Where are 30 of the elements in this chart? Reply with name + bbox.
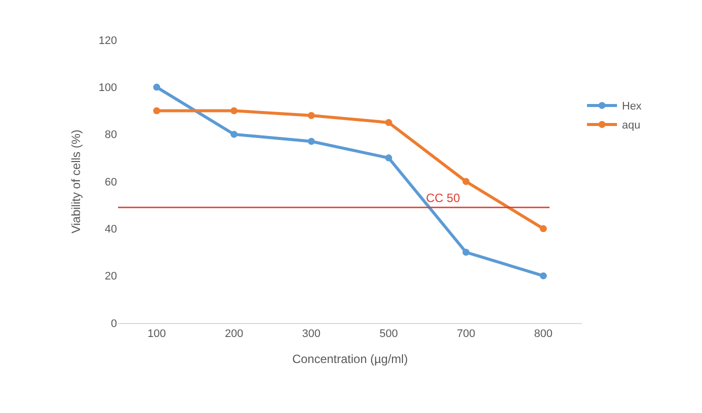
x-axis-title: Concentration (µg/ml) [292, 352, 408, 366]
legend-label: aqu [622, 120, 640, 132]
point [540, 272, 547, 280]
y-tick-label: 0 [110, 318, 117, 330]
point [153, 107, 160, 114]
point [230, 107, 238, 114]
x-tick-label: 800 [534, 328, 553, 340]
x-tick-label: 100 [147, 328, 166, 340]
x-tick-label: 300 [302, 328, 321, 340]
point [153, 84, 160, 91]
x-tick-label: 200 [224, 328, 244, 340]
point [308, 138, 315, 145]
y-tick-label: 80 [104, 129, 117, 142]
legend-label: Hex [622, 100, 642, 113]
y-tick-label: 100 [98, 82, 117, 94]
y-axis-title: Viability of cells (%) [68, 130, 83, 234]
y-tick-label: 20 [104, 270, 117, 283]
ref-line-label: CC 50 [426, 191, 460, 205]
point [385, 119, 392, 126]
point [540, 225, 547, 232]
y-tick-label: 120 [98, 34, 117, 47]
y-tick-label: 40 [104, 224, 117, 236]
point [462, 178, 470, 185]
point [230, 130, 238, 138]
x-tick-label: 700 [456, 328, 476, 340]
x-tick-label: 500 [379, 328, 398, 340]
point [308, 112, 315, 119]
y-tick-label: 60 [104, 176, 117, 188]
point [462, 248, 470, 256]
point [385, 154, 392, 162]
